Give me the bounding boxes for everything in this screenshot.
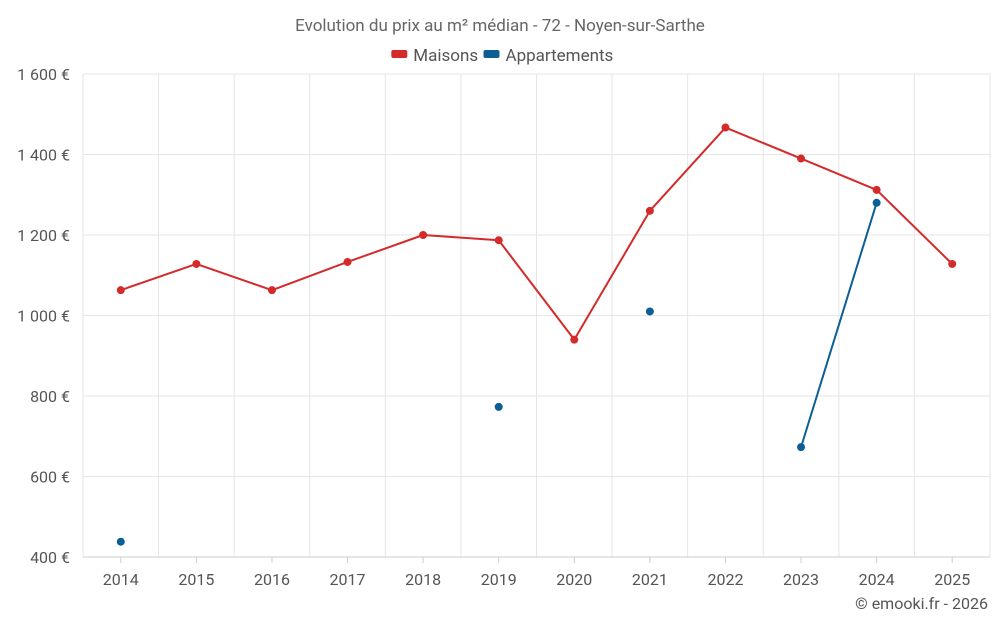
legend-item-appartements[interactable]: Appartements [483, 46, 614, 66]
x-tick-label: 2024 [859, 570, 895, 589]
point-maisons-2024[interactable] [872, 185, 881, 194]
series-line-maisons [120, 126, 953, 341]
x-tick-label: 2022 [707, 570, 743, 589]
point-maisons-2023[interactable] [797, 154, 806, 163]
point-appartements-2023[interactable] [797, 443, 806, 452]
legend-swatch-appartements [483, 50, 500, 58]
x-tick-label: 2019 [481, 570, 517, 589]
y-tick-label: 1 600 € [17, 65, 70, 84]
grid [82, 73, 991, 558]
series-group [116, 123, 957, 546]
x-tick-label: 2018 [405, 570, 441, 589]
x-tick-label: 2023 [783, 570, 819, 589]
legend-swatch-maisons [391, 50, 408, 58]
point-appartements-2024[interactable] [872, 198, 881, 207]
x-tick-label: 2014 [103, 570, 139, 589]
point-appartements-2021[interactable] [645, 307, 654, 316]
legend-label-maisons: Maisons [413, 46, 478, 66]
legend: Maisons Appartements [391, 46, 613, 66]
x-axis: 2014 2015 2016 2017 2018 2019 2020 2021 2022 2023… [83, 556, 990, 589]
y-tick-label: 1 000 € [17, 307, 70, 326]
y-tick-label: 800 € [30, 387, 70, 406]
y-tick-label: 1 400 € [17, 146, 70, 165]
point-maisons-2017[interactable] [343, 257, 352, 266]
point-maisons-2020[interactable] [570, 335, 579, 344]
credit: © emooki.fr - 2026 [855, 594, 988, 613]
x-tick-label: 2015 [178, 570, 214, 589]
x-tick-label: 2020 [556, 570, 592, 589]
x-tick-label: 2016 [254, 570, 290, 589]
x-tick-label: 2017 [330, 570, 366, 589]
x-tick-label: 2021 [632, 570, 668, 589]
legend-label-appartements: Appartements [506, 46, 614, 66]
series-line-appartements [800, 202, 878, 448]
legend-item-maisons[interactable]: Maisons [391, 46, 478, 66]
y-tick-label: 1 200 € [17, 226, 70, 245]
y-tick-label: 600 € [30, 468, 70, 487]
point-maisons-2014[interactable] [116, 286, 125, 295]
point-maisons-2021[interactable] [645, 206, 654, 215]
point-maisons-2019[interactable] [494, 236, 503, 245]
x-tick-label: 2025 [934, 570, 970, 589]
point-appartements-2014[interactable] [116, 537, 125, 546]
y-axis: 400 € 600 € 800 € 1 000 € 1 200 € 1 400 € 1 60… [17, 65, 70, 567]
point-maisons-2025[interactable] [948, 259, 957, 268]
chart-title: Evolution du prix au m² médian - 72 - No… [295, 16, 705, 36]
point-maisons-2016[interactable] [267, 286, 276, 295]
y-tick-label: 400 € [30, 548, 70, 567]
point-maisons-2015[interactable] [192, 259, 201, 268]
point-maisons-2018[interactable] [419, 231, 428, 239]
point-appartements-2019[interactable] [494, 402, 503, 411]
point-maisons-2022[interactable] [721, 123, 730, 132]
